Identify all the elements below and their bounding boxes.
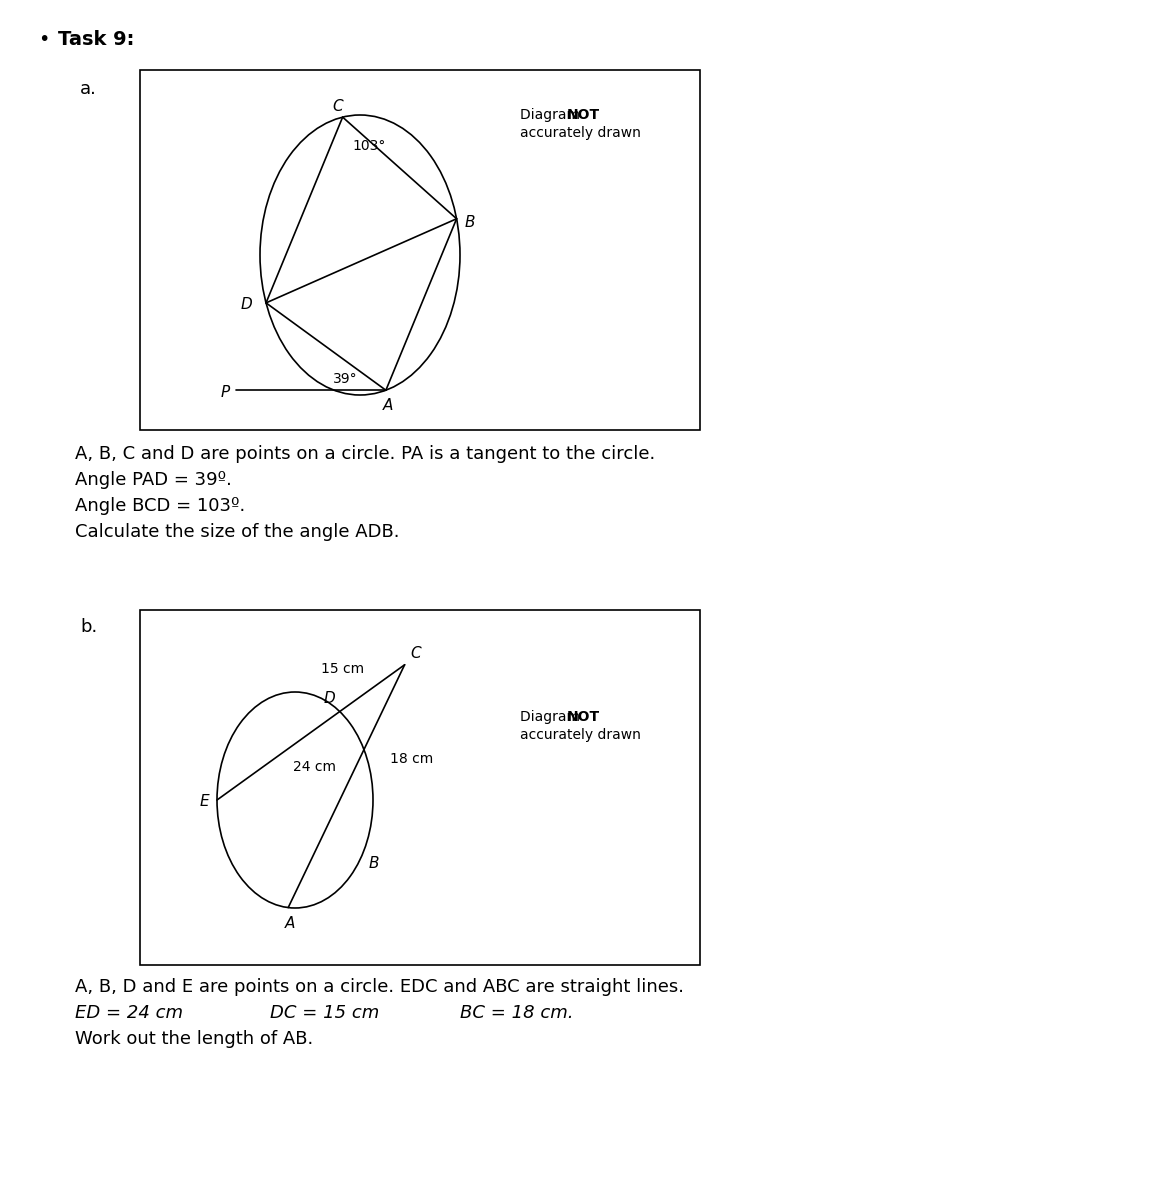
Text: •: • (38, 30, 49, 49)
Text: BC = 18 cm.: BC = 18 cm. (460, 1004, 574, 1022)
Text: Calculate the size of the angle ADB.: Calculate the size of the angle ADB. (74, 523, 399, 541)
Text: B: B (369, 856, 379, 871)
Text: ED = 24 cm: ED = 24 cm (74, 1004, 183, 1022)
Text: A: A (285, 916, 296, 930)
Text: 39°: 39° (333, 372, 357, 386)
Text: Task 9:: Task 9: (58, 30, 134, 49)
Text: NOT: NOT (567, 108, 601, 122)
Text: A: A (383, 398, 393, 413)
Text: C: C (411, 646, 421, 661)
Text: accurately drawn: accurately drawn (520, 126, 641, 140)
Text: accurately drawn: accurately drawn (520, 728, 641, 742)
Text: 24 cm: 24 cm (293, 760, 336, 774)
Text: 15 cm: 15 cm (321, 662, 364, 676)
Text: B: B (464, 215, 475, 229)
Text: D: D (240, 298, 253, 312)
Text: E: E (199, 794, 210, 810)
Text: b.: b. (80, 618, 98, 636)
Text: Angle PAD = 39º.: Angle PAD = 39º. (74, 470, 232, 490)
Text: Work out the length of AB.: Work out the length of AB. (74, 1030, 313, 1048)
Text: C: C (333, 100, 343, 114)
Text: D: D (324, 690, 335, 706)
Text: A, B, D and E are points on a circle. EDC and ABC are straight lines.: A, B, D and E are points on a circle. ED… (74, 978, 684, 996)
Text: 18 cm: 18 cm (390, 752, 433, 767)
Text: P: P (221, 385, 229, 400)
Text: a.: a. (80, 80, 97, 98)
Text: Diagram: Diagram (520, 108, 584, 122)
Text: 103°: 103° (353, 139, 386, 154)
Text: A, B, C and D are points on a circle. PA is a tangent to the circle.: A, B, C and D are points on a circle. PA… (74, 445, 655, 463)
Text: Angle BCD = 103º.: Angle BCD = 103º. (74, 497, 246, 515)
Text: DC = 15 cm: DC = 15 cm (270, 1004, 379, 1022)
Text: NOT: NOT (567, 710, 601, 724)
Text: Diagram: Diagram (520, 710, 584, 724)
